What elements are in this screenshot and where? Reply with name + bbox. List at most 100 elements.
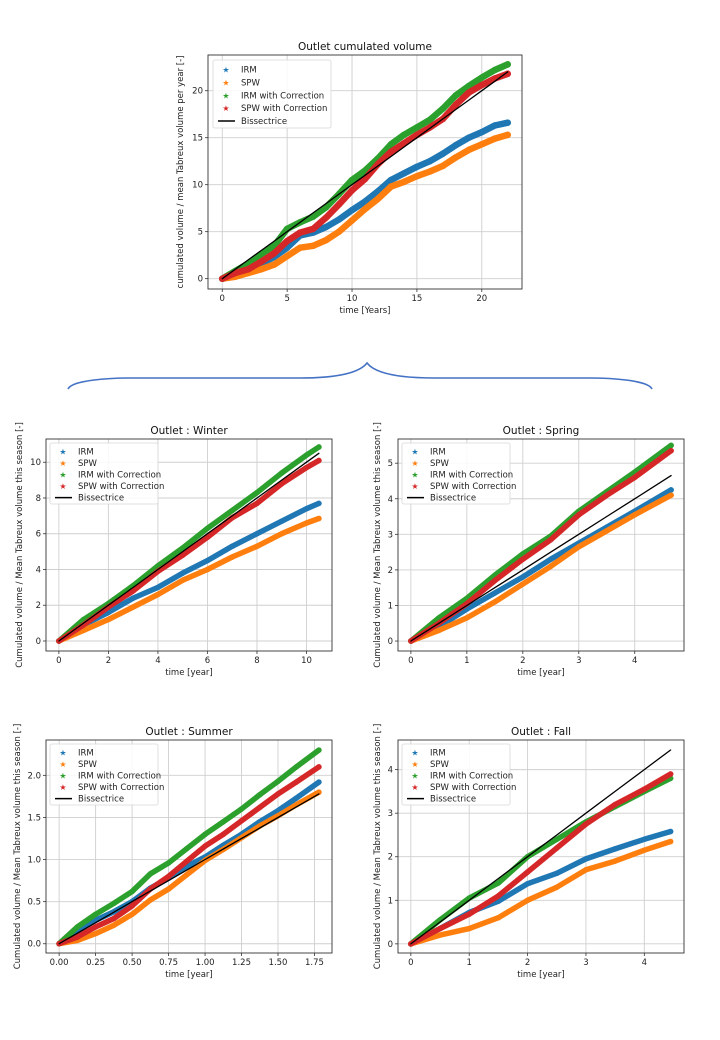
legend-swatch-star-icon: ★ — [411, 459, 418, 468]
legend-swatch-star-icon: ★ — [222, 91, 229, 100]
data-point-irm-with-correction — [309, 213, 317, 220]
data-point-spw — [270, 261, 278, 268]
data-point-spw — [641, 847, 648, 853]
x-axis-label: time [Years] — [340, 306, 391, 316]
data-point-spw-with-correction — [303, 464, 310, 471]
legend-entry-spw: SPW — [430, 459, 450, 469]
data-point-spw — [667, 838, 674, 845]
legend-swatch-star-icon: ★ — [59, 772, 66, 781]
axes-frame — [397, 739, 685, 954]
x-tick-label: 15 — [411, 294, 422, 304]
x-tick-label: 1.25 — [232, 958, 251, 968]
data-point-spw — [374, 195, 382, 203]
y-tick-label: 4 — [36, 565, 41, 575]
data-point-spw-with-correction — [583, 821, 589, 827]
axes-frame — [397, 438, 685, 652]
data-point-spw — [439, 162, 447, 170]
data-point-spw — [92, 930, 99, 937]
legend-swatch-star-icon: ★ — [222, 78, 229, 87]
y-tick-label: 2 — [36, 601, 41, 611]
y-tick-label: 1 — [388, 601, 393, 611]
data-point-spw — [465, 146, 473, 154]
data-point-irm — [155, 584, 161, 591]
series-line-bissectrice — [221, 71, 509, 280]
legend-entry-bissectrice: Bissectrice — [241, 117, 287, 127]
data-point-irm — [548, 556, 554, 562]
data-point-spw — [316, 789, 322, 795]
legend-entry-spw: SPW — [241, 78, 261, 88]
axes-frame — [207, 54, 523, 290]
legend-entry-spw-with-correction: SPW with Correction — [241, 104, 327, 114]
data-point-spw — [387, 183, 395, 190]
legend-box — [49, 743, 159, 806]
data-point-spw-with-correction — [316, 457, 322, 464]
x-tick-label: 0 — [220, 294, 225, 304]
data-point-irm-with-correction — [254, 489, 260, 496]
legend-box — [212, 59, 332, 129]
legend-swatch-star-icon: ★ — [411, 760, 418, 769]
data-point-spw-with-correction — [74, 934, 81, 940]
data-point-spw — [426, 168, 434, 175]
data-point-irm — [520, 574, 526, 580]
legend-box — [49, 442, 159, 505]
data-point-spw — [348, 217, 356, 224]
legend-entry-irm: IRM — [430, 448, 446, 458]
data-point-irm-with-correction — [426, 116, 434, 124]
y-axis-label: Cumulated volume / Mean Tabreux volume t… — [13, 724, 23, 970]
data-point-irm — [387, 176, 395, 184]
x-tick-label: 0 — [56, 656, 61, 666]
data-point-spw-with-correction — [220, 831, 227, 838]
data-point-spw-with-correction — [387, 148, 395, 156]
y-tick-label: 1.0 — [27, 856, 41, 866]
x-tick-label: 0.50 — [123, 958, 142, 968]
legend-swatch-star-icon: ★ — [411, 783, 418, 792]
data-point-spw-with-correction — [400, 140, 408, 147]
data-point-spw — [492, 599, 498, 605]
data-point-irm-with-correction — [238, 806, 245, 812]
y-axis-label: Cumulated volume / Mean Tabreux volume t… — [15, 422, 25, 668]
data-point-spw — [668, 492, 674, 498]
legend-entry-irm-with-correction: IRM with Correction — [78, 471, 161, 481]
data-point-spw-with-correction — [316, 764, 322, 770]
legend-entry-irm-with-correction: IRM with Correction — [78, 772, 161, 782]
data-point-spw — [520, 581, 526, 587]
y-tick-label: 5 — [198, 228, 203, 238]
legend-box — [401, 743, 511, 806]
data-point-spw-with-correction — [257, 258, 265, 265]
data-point-irm — [583, 856, 589, 862]
legend-swatch-star-icon: ★ — [411, 749, 418, 758]
data-point-irm — [554, 870, 560, 877]
chart-winter: Outlet : Winter 0 2 4 6 8 10 0 2 4 6 8 10 time [year]… — [15, 422, 333, 678]
data-point-irm-with-correction — [387, 141, 395, 148]
y-tick-label: 4 — [388, 766, 393, 776]
x-tick-label: 0.75 — [159, 958, 178, 968]
data-point-irm — [641, 836, 648, 843]
plot-area — [56, 444, 322, 644]
y-tick-label: 0 — [388, 637, 393, 647]
data-point-irm-with-correction — [147, 871, 154, 877]
data-point-irm — [179, 570, 186, 576]
data-point-spw — [466, 925, 472, 932]
data-point-spw-with-correction — [668, 447, 674, 454]
chart-title: Outlet : Fall — [511, 726, 571, 738]
series-line-spw-with-correction — [408, 447, 674, 644]
x-tick-label: 5 — [284, 294, 289, 304]
series-line-bissectrice — [410, 749, 672, 945]
y-axis-label: Cumulated volume / Mean Tabreux volume t… — [373, 724, 383, 970]
data-point-irm-with-correction — [165, 860, 172, 866]
data-point-irm-with-correction — [439, 105, 447, 112]
data-point-spw-with-correction — [179, 552, 186, 558]
series-line-bissectrice — [58, 452, 320, 642]
data-point-spw-with-correction — [231, 269, 239, 277]
data-point-spw-with-correction — [92, 924, 99, 930]
data-point-irm-with-correction — [202, 831, 208, 838]
legend-entry-spw: SPW — [78, 760, 98, 770]
plot-area — [219, 61, 511, 282]
legend-entry-irm-with-correction: IRM with Correction — [430, 772, 513, 782]
x-tick-label: 10 — [301, 656, 312, 666]
y-tick-label: 15 — [192, 134, 203, 144]
x-axis-label: time [year] — [165, 668, 213, 678]
data-point-irm — [293, 795, 300, 801]
legend-swatch-star-icon: ★ — [59, 783, 66, 792]
data-point-spw-with-correction — [548, 536, 554, 543]
